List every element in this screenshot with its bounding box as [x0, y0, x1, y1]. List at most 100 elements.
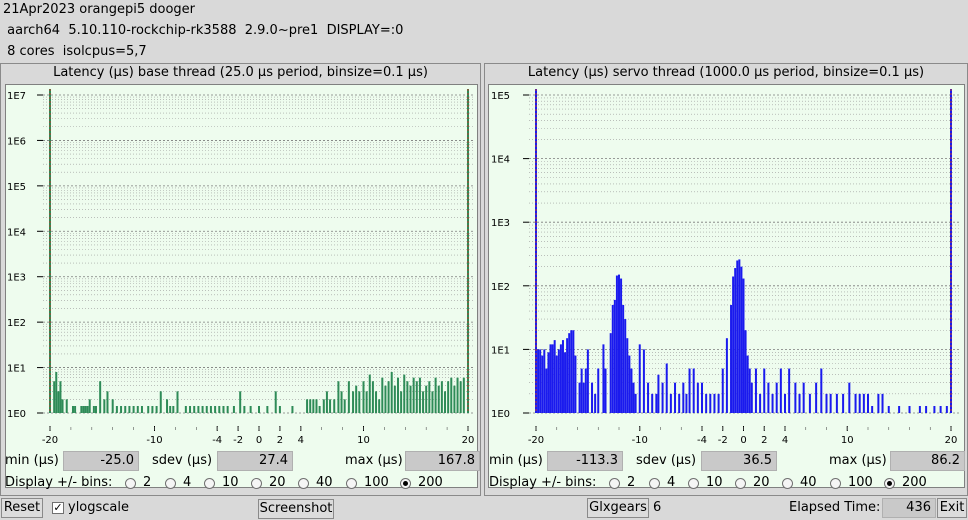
- histogram-bar: [665, 363, 668, 413]
- histogram-bar: [155, 406, 158, 413]
- histogram-bar: [945, 406, 948, 413]
- x-tick-label: -20: [528, 435, 544, 446]
- histogram-bar: [400, 391, 403, 413]
- histogram-bar: [355, 385, 358, 413]
- histogram-bar: [447, 381, 450, 413]
- histogram-bar: [343, 399, 346, 413]
- x-tick-label: 4: [782, 435, 788, 446]
- bins-radio-4[interactable]: [165, 478, 176, 489]
- y-tick-label: 1E1: [491, 345, 510, 356]
- histogram-bar: [602, 344, 605, 413]
- histogram-bar: [428, 381, 431, 413]
- histogram-bar: [744, 330, 747, 413]
- histogram-bar: [597, 368, 600, 413]
- x-tick-label: 4: [298, 435, 304, 446]
- bins-radio-20[interactable]: [251, 478, 262, 489]
- histogram-bar: [82, 406, 85, 413]
- bins-radio-10[interactable]: [204, 478, 215, 489]
- bins-radio-4[interactable]: [649, 478, 660, 489]
- bins-radio-label-200: 200: [418, 475, 443, 490]
- histogram-bar: [740, 266, 743, 413]
- histogram-bar: [65, 399, 68, 413]
- histogram-bar: [406, 381, 409, 413]
- histogram-bar: [61, 399, 64, 413]
- header-system-info: aarch64 5.10.110-rockchip-rk3588 2.9.0~p…: [3, 23, 404, 38]
- bins-radio-2[interactable]: [609, 478, 620, 489]
- bins-radio-100[interactable]: [346, 478, 357, 489]
- glxgears-button[interactable]: Glxgears: [587, 498, 649, 518]
- histogram-bar: [166, 399, 169, 413]
- histogram-bar: [628, 355, 631, 413]
- histogram-bar: [604, 368, 607, 413]
- histogram-bar: [440, 381, 443, 413]
- bins-radio-label-10: 10: [222, 475, 239, 490]
- y-tick-label: 1E2: [7, 318, 26, 329]
- bins-radio-200[interactable]: [884, 478, 895, 489]
- sdev-value-field: 27.4: [217, 451, 293, 471]
- y-tick-label: 1E0: [491, 409, 510, 420]
- bins-radio-40[interactable]: [782, 478, 793, 489]
- max-label: max (µs): [345, 453, 403, 468]
- histogram-bar: [169, 406, 172, 413]
- histogram-bar: [214, 406, 217, 413]
- ylogscale-checkbox[interactable]: ✓: [52, 501, 64, 514]
- exit-button[interactable]: Exit: [937, 498, 967, 518]
- histogram-bar: [557, 349, 560, 413]
- histogram-bar: [111, 399, 114, 413]
- histogram-bar: [808, 393, 811, 413]
- histogram-bar: [378, 399, 381, 413]
- histogram-bar: [867, 393, 869, 413]
- histogram-bar: [545, 368, 548, 413]
- bins-radio-10[interactable]: [688, 478, 699, 489]
- histogram-bar: [705, 393, 708, 413]
- bins-radio-20[interactable]: [735, 478, 746, 489]
- glxgears-count: 6: [653, 500, 662, 515]
- bins-radio-200[interactable]: [400, 478, 411, 489]
- histogram-bar: [222, 406, 225, 413]
- histogram-bar: [611, 304, 614, 413]
- histogram-bar: [746, 355, 749, 413]
- histogram-bar: [415, 381, 418, 413]
- histogram-bar: [763, 368, 766, 413]
- bins-radio-100[interactable]: [830, 478, 841, 489]
- max-label: max (µs): [829, 453, 887, 468]
- histogram-bar: [709, 393, 712, 413]
- x-tick-label: 0: [256, 435, 262, 446]
- histogram-bar: [115, 406, 118, 413]
- bins-radio-label-100: 100: [364, 475, 389, 490]
- bins-radio-label-2: 2: [627, 475, 636, 490]
- histogram-bar: [570, 330, 573, 413]
- x-tick-label: 0: [740, 435, 746, 446]
- histogram-bar: [418, 377, 421, 413]
- bins-radio-2[interactable]: [125, 478, 136, 489]
- histogram-bar: [456, 377, 459, 413]
- histogram-bar: [630, 368, 633, 413]
- histogram-bar: [798, 393, 801, 413]
- histogram-bar: [721, 368, 724, 413]
- histogram-bar: [622, 304, 625, 413]
- histogram-bar: [218, 406, 221, 413]
- histogram-bar: [908, 406, 911, 413]
- histogram-bar: [609, 333, 612, 413]
- histogram-bar: [842, 393, 845, 413]
- bins-radio-label-40: 40: [800, 475, 817, 490]
- x-tick-label: 10: [841, 435, 854, 446]
- histogram-bar: [736, 260, 739, 413]
- bins-label: Display +/- bins:: [5, 475, 113, 490]
- histogram-bar: [390, 371, 393, 413]
- histogram-bar: [124, 406, 127, 413]
- histogram-bar: [306, 399, 309, 413]
- reset-button[interactable]: Reset: [1, 498, 43, 518]
- histogram-bar: [898, 406, 901, 413]
- histogram-bar: [543, 349, 546, 413]
- screenshot-button[interactable]: Screenshot: [258, 499, 334, 519]
- histogram-bar: [434, 377, 437, 413]
- bins-radio-40[interactable]: [298, 478, 309, 489]
- histogram-bar: [918, 406, 921, 413]
- histogram-bar: [358, 391, 361, 413]
- histogram-bar: [209, 406, 212, 413]
- histogram-bar: [365, 391, 368, 413]
- max-value-field: 86.2: [890, 451, 965, 471]
- histogram-bar: [258, 406, 260, 413]
- histogram-bar: [151, 406, 154, 413]
